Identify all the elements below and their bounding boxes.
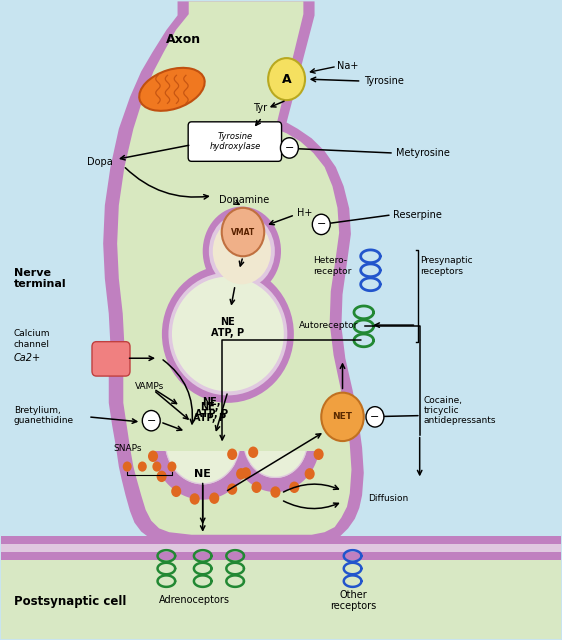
Text: VMAT: VMAT <box>231 228 255 237</box>
Bar <box>1 536 561 544</box>
Circle shape <box>248 447 259 458</box>
Circle shape <box>123 461 132 472</box>
Text: Diffusion: Diffusion <box>368 494 409 503</box>
Circle shape <box>236 468 246 479</box>
Polygon shape <box>230 441 320 492</box>
Circle shape <box>209 492 219 504</box>
Polygon shape <box>244 441 307 477</box>
Circle shape <box>171 486 181 497</box>
Circle shape <box>268 58 305 100</box>
Polygon shape <box>151 441 254 500</box>
Text: Tyrosine
hydroxylase: Tyrosine hydroxylase <box>209 132 261 151</box>
Text: Hetero-
receptor: Hetero- receptor <box>314 256 352 276</box>
Text: H+: H+ <box>297 208 312 218</box>
Text: Adrenoceptors: Adrenoceptors <box>159 595 230 605</box>
Circle shape <box>270 486 280 498</box>
Circle shape <box>314 449 324 460</box>
Text: A: A <box>282 72 292 86</box>
Text: Dopamine: Dopamine <box>220 195 270 205</box>
Text: Presynaptic
receptors: Presynaptic receptors <box>420 256 472 276</box>
Text: Bretylium,
guanethidine: Bretylium, guanethidine <box>13 406 74 426</box>
Polygon shape <box>117 1 351 535</box>
Circle shape <box>189 493 200 505</box>
Circle shape <box>280 138 298 158</box>
Ellipse shape <box>162 265 294 403</box>
Circle shape <box>312 214 330 235</box>
Text: Metyrosine: Metyrosine <box>396 148 450 158</box>
FancyBboxPatch shape <box>188 122 282 161</box>
Text: −: − <box>370 412 380 422</box>
Text: Other
receptors: Other receptors <box>330 589 377 611</box>
Circle shape <box>142 410 160 431</box>
Text: Axon: Axon <box>166 33 202 46</box>
Circle shape <box>157 470 167 482</box>
Text: Tyrosine: Tyrosine <box>364 76 404 86</box>
Text: SNAPs: SNAPs <box>113 444 142 453</box>
Text: NET: NET <box>333 412 352 421</box>
Text: Calcium
channel: Calcium channel <box>13 330 50 349</box>
Polygon shape <box>165 441 241 484</box>
Text: Postsynaptic cell: Postsynaptic cell <box>13 595 126 608</box>
Text: −: − <box>147 416 156 426</box>
Text: Reserpine: Reserpine <box>393 210 442 220</box>
Circle shape <box>321 393 364 441</box>
FancyBboxPatch shape <box>92 342 130 376</box>
Text: NE
ATP, P: NE ATP, P <box>211 317 244 339</box>
Circle shape <box>148 451 158 462</box>
Circle shape <box>222 208 264 256</box>
Bar <box>1 540 561 639</box>
Circle shape <box>167 461 176 472</box>
Polygon shape <box>103 1 364 543</box>
Circle shape <box>241 467 251 479</box>
Circle shape <box>227 449 237 460</box>
Text: VAMPs: VAMPs <box>134 383 164 392</box>
Ellipse shape <box>172 276 284 392</box>
Text: Ca2+: Ca2+ <box>13 353 41 364</box>
Text: Cocaine,
tricyclic
antidepressants: Cocaine, tricyclic antidepressants <box>424 396 496 426</box>
Circle shape <box>227 483 237 495</box>
Circle shape <box>289 481 300 493</box>
Text: Tyr: Tyr <box>253 104 267 113</box>
Bar <box>144 435 332 451</box>
Text: Dopa: Dopa <box>88 157 113 167</box>
Text: NE: NE <box>194 469 211 479</box>
Circle shape <box>203 207 281 296</box>
Bar <box>1 543 561 552</box>
Circle shape <box>209 214 275 289</box>
Circle shape <box>213 218 271 284</box>
Text: −: − <box>285 143 294 153</box>
Circle shape <box>305 468 315 479</box>
Circle shape <box>138 461 147 472</box>
Text: NE,
ATP, P: NE, ATP, P <box>193 401 226 423</box>
Circle shape <box>366 406 384 427</box>
Circle shape <box>251 481 261 493</box>
Polygon shape <box>166 441 239 483</box>
Text: Nerve
terminal: Nerve terminal <box>13 268 66 289</box>
Text: NE,
ATP, P: NE, ATP, P <box>195 397 228 419</box>
Circle shape <box>152 461 161 472</box>
Ellipse shape <box>169 273 287 396</box>
Text: Autoreceptor: Autoreceptor <box>299 321 358 330</box>
Text: −: − <box>316 220 326 229</box>
Bar <box>1 552 561 560</box>
Text: Na+: Na+ <box>337 61 359 72</box>
Polygon shape <box>243 441 308 478</box>
Ellipse shape <box>139 68 205 111</box>
